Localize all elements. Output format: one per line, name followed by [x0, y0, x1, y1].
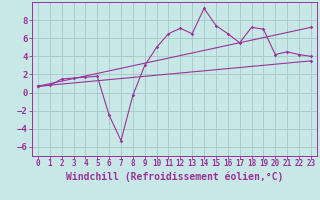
X-axis label: Windchill (Refroidissement éolien,°C): Windchill (Refroidissement éolien,°C) — [66, 171, 283, 182]
